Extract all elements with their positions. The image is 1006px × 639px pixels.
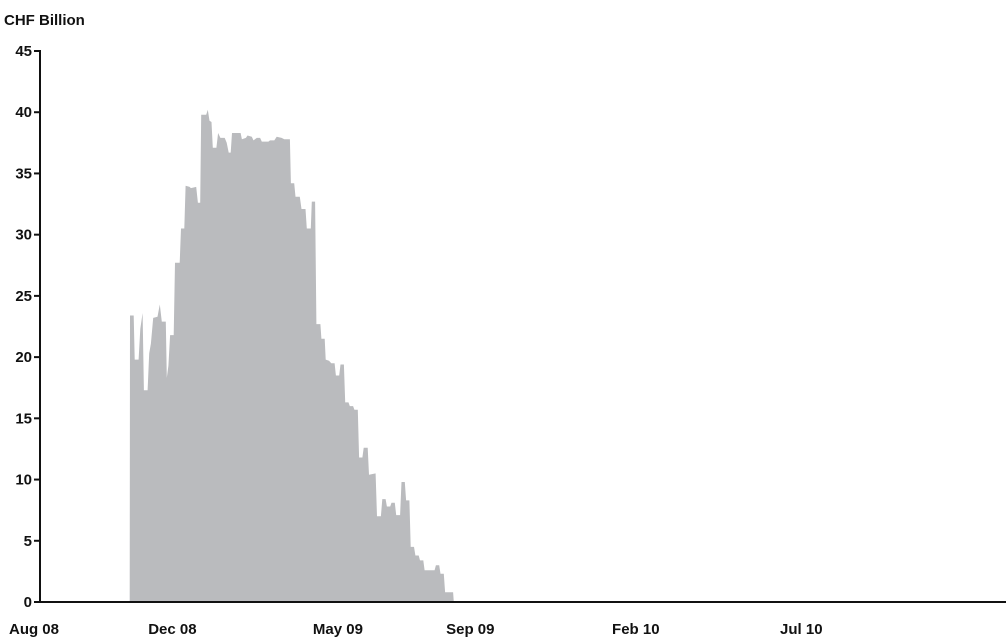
x-tick-label: Sep 09	[446, 621, 494, 638]
y-tick-label: 25	[15, 288, 32, 305]
y-tick-label: 20	[15, 349, 32, 366]
y-tick-label: 10	[15, 472, 32, 489]
area-layer	[129, 109, 454, 603]
y-tick-label: 0	[24, 594, 32, 611]
x-tick-label: May 09	[313, 621, 363, 638]
y-tick-label: 15	[15, 410, 32, 427]
x-tick-labels: Aug 08 Dec 08 May 09 Sep 09 Feb 10 Jul 10	[9, 621, 823, 638]
y-tick-labels: 0 5 10 15 20 25 30 35 40 45	[15, 43, 32, 611]
y-tick-label: 35	[15, 165, 32, 182]
x-tick-label: Feb 10	[612, 621, 660, 638]
y-tick-label: 5	[24, 533, 32, 550]
area-series-0	[129, 109, 454, 603]
x-tick-label: Aug 08	[9, 621, 59, 638]
x-tick-label: Dec 08	[148, 621, 196, 638]
axis-layer	[34, 50, 1006, 603]
y-tick-label: 40	[15, 104, 32, 121]
x-tick-label: Jul 10	[780, 621, 823, 638]
y-tick-label: 30	[15, 227, 32, 244]
y-tick-label: 45	[15, 43, 32, 60]
y-axis-label: CHF Billion	[4, 12, 85, 29]
